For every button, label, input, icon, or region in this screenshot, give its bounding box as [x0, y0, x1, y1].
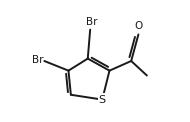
- Text: O: O: [134, 21, 142, 31]
- Text: Br: Br: [86, 17, 97, 27]
- Text: Br: Br: [32, 55, 43, 65]
- Text: S: S: [99, 95, 106, 105]
